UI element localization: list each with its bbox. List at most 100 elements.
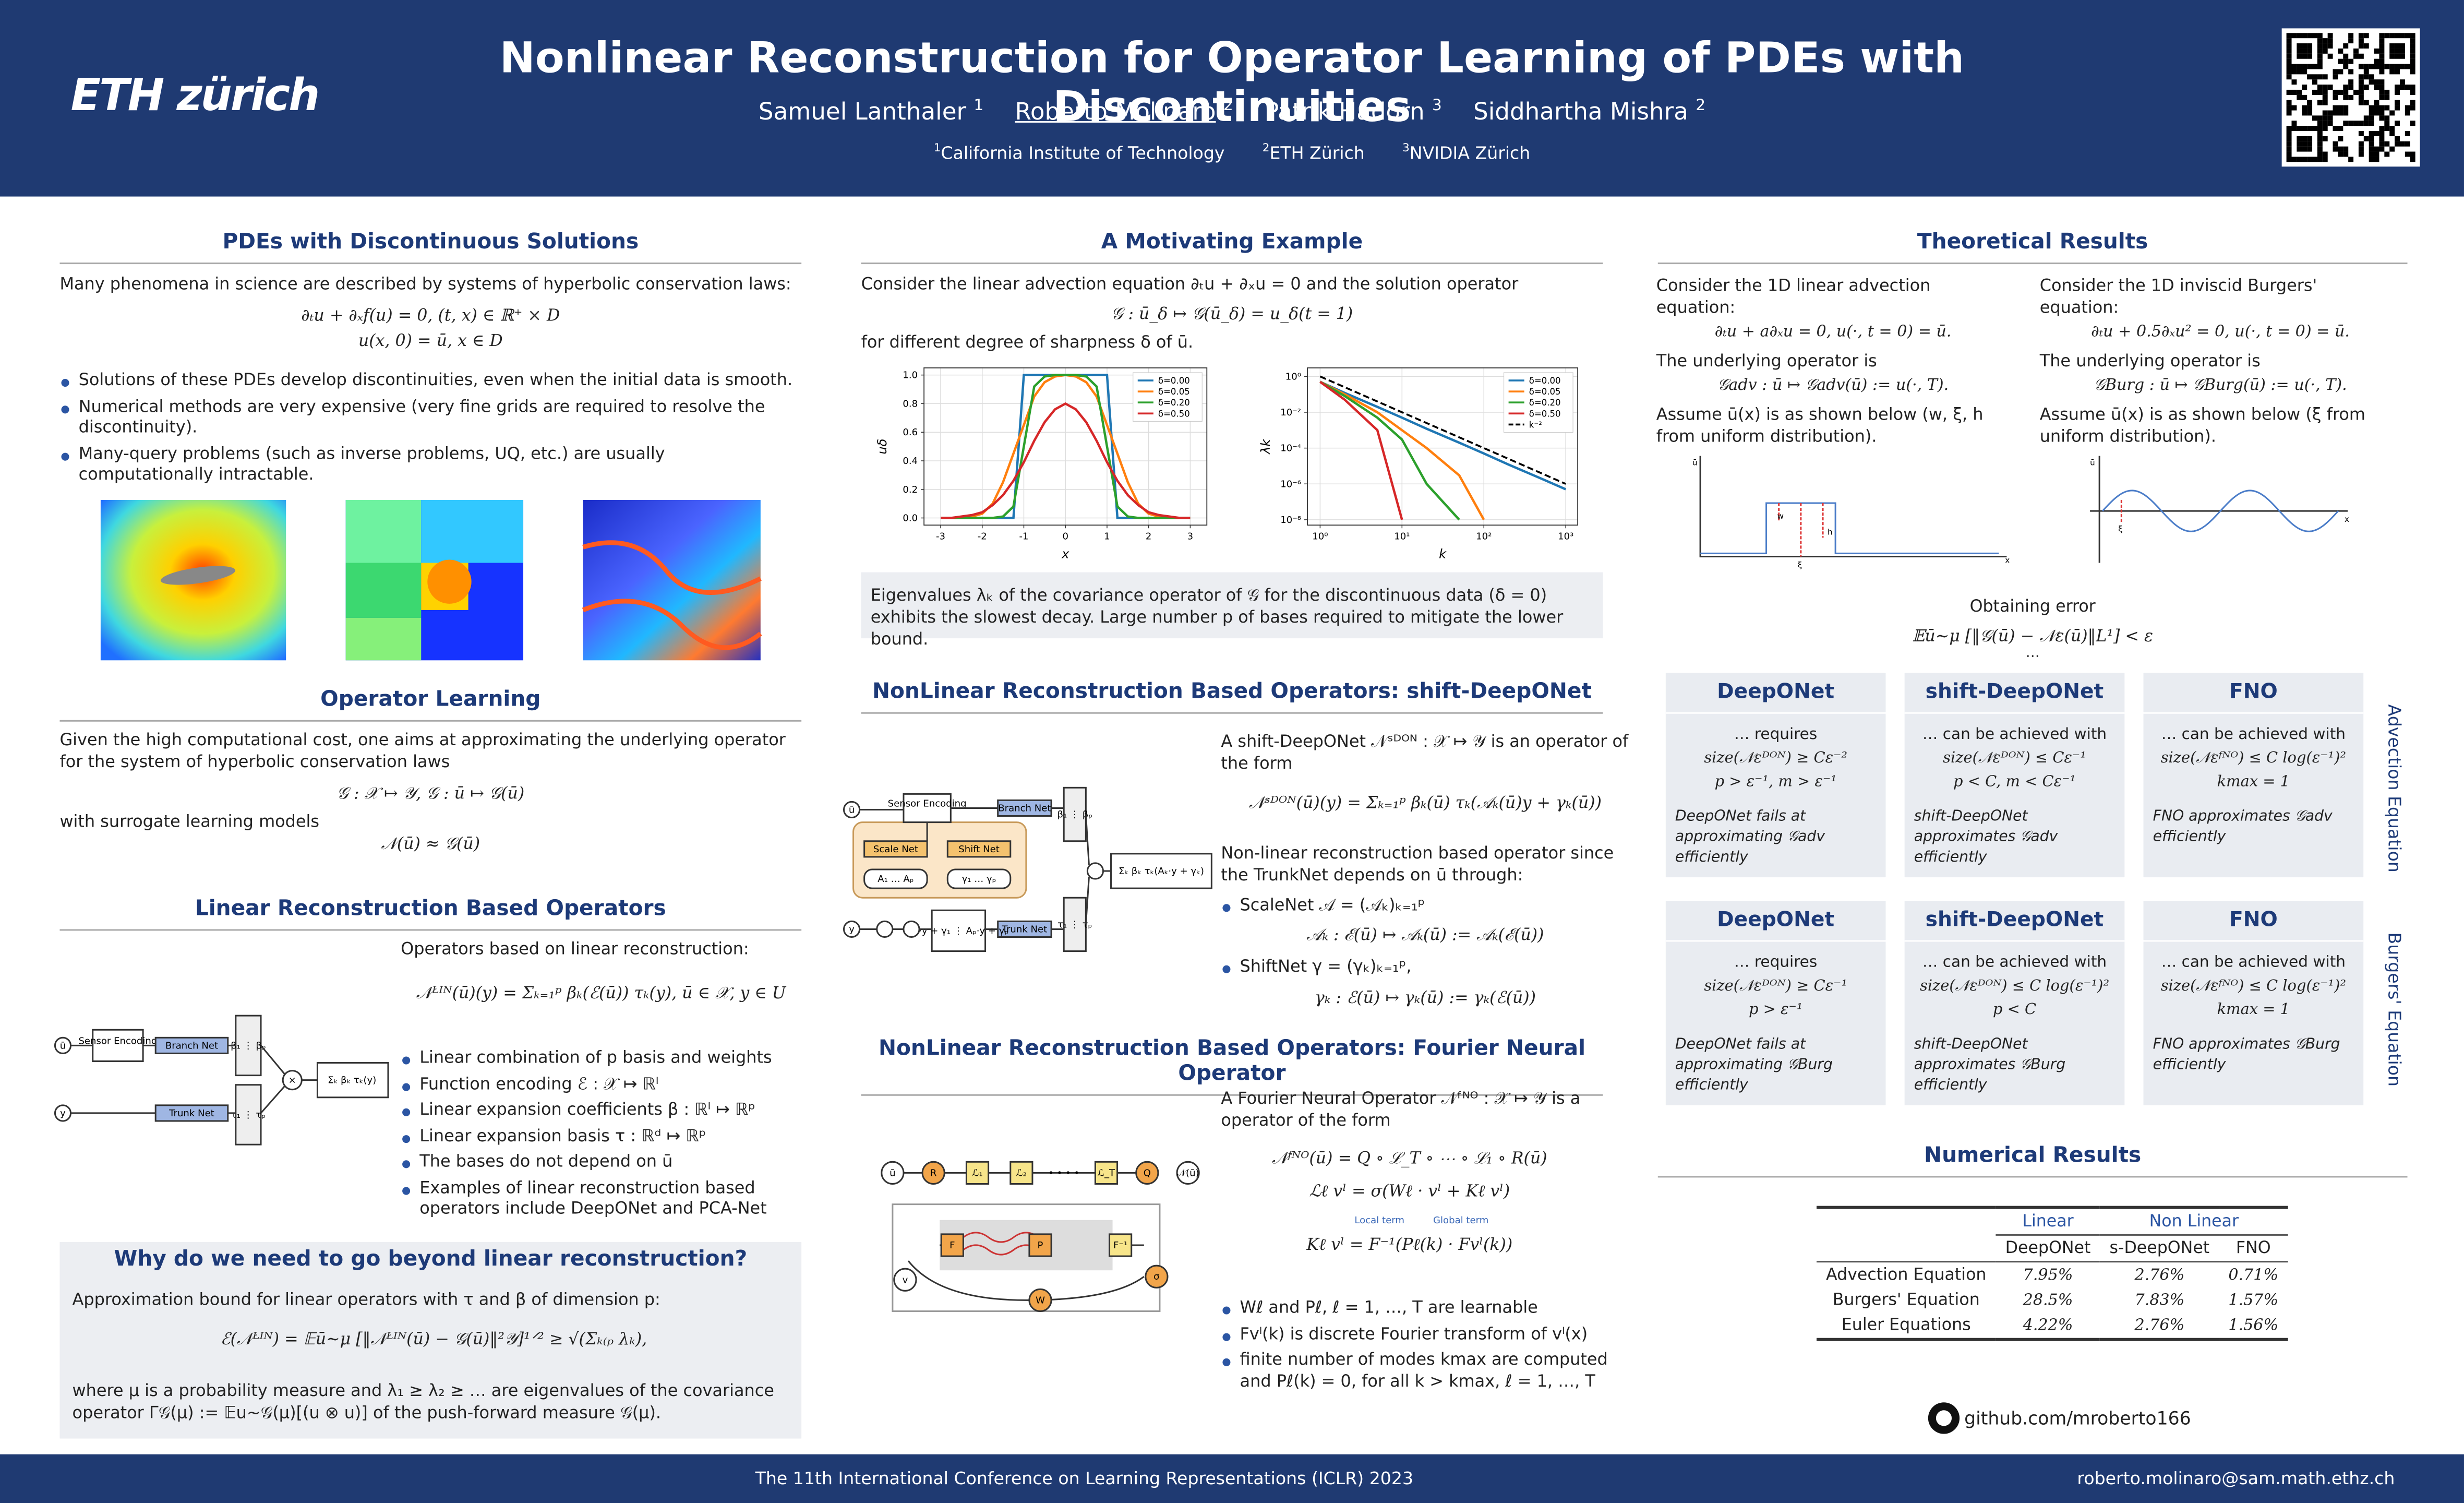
caption-box xyxy=(861,572,1603,639)
qr-module xyxy=(2384,126,2390,132)
qr-module xyxy=(2384,64,2390,69)
qr-module xyxy=(2322,94,2328,100)
qr-module xyxy=(2379,38,2385,44)
affiliation: 3NVIDIA Zürich xyxy=(1402,140,1531,163)
text: Consider the linear advection equation ∂… xyxy=(861,275,1519,294)
qr-module xyxy=(2297,69,2302,75)
box-title: DeepONet xyxy=(1665,681,1886,714)
qr-module xyxy=(2379,89,2385,95)
qr-module xyxy=(2379,131,2385,136)
qr-module xyxy=(2286,141,2292,147)
qr-module xyxy=(2379,64,2385,69)
bullet: Linear expansion coefficients β : ℝˡ ↦ ℝ… xyxy=(401,1101,801,1122)
affiliation-name: NVIDIA Zürich xyxy=(1409,142,1531,163)
diagram-label: Shift Net xyxy=(958,844,1000,855)
qr-module xyxy=(2405,151,2410,157)
qr-module xyxy=(2353,121,2359,126)
qr-module xyxy=(2353,89,2359,95)
box-line: size(𝒩εᴰᴼᴺ) ≥ Cε⁻¹ xyxy=(1704,977,1847,995)
path-shape xyxy=(1778,503,1824,557)
qr-module xyxy=(2302,43,2307,49)
equation: ∂ₜu + a∂ₓu = 0, u(·, t = 0) = ū. xyxy=(1714,324,1952,341)
path-shape xyxy=(1700,502,1999,554)
table-row: DeepONet s-DeepONet FNO xyxy=(1816,1235,2288,1263)
diagram-label: v xyxy=(903,1274,908,1285)
qr-module xyxy=(2322,126,2328,132)
figure-label: ξ xyxy=(1798,560,1802,569)
figure-label: h xyxy=(1828,527,1833,536)
qr-module xyxy=(2374,131,2379,136)
qr-module xyxy=(2286,53,2292,59)
qr-module xyxy=(2363,64,2369,69)
text: A Fourier Neural Operator 𝒩ᶠᴺᴼ : 𝒳 ↦ 𝒴 i… xyxy=(1221,1089,1581,1131)
qr-module xyxy=(2317,64,2323,69)
qr-module xyxy=(2379,115,2385,121)
diagram-label: P xyxy=(1038,1240,1043,1251)
qr-module xyxy=(2302,136,2307,141)
equation: 𝒩ˢᴰᴼᴺ(ū)(y) = Σₖ₌₁ᵖ βₖ(ū) τₖ(𝒜ₖ(ū)y + γₖ… xyxy=(1249,794,1602,813)
qr-module xyxy=(2343,121,2349,126)
qr-module xyxy=(2363,74,2369,80)
qr-module xyxy=(2322,151,2328,157)
qr-module xyxy=(2379,48,2385,54)
qr-module xyxy=(2410,48,2415,54)
qr-module xyxy=(2302,48,2307,54)
qr-module xyxy=(2327,110,2333,116)
qr-module xyxy=(2286,38,2292,44)
box-note: DeepONet fails at approximating 𝒢adv eff… xyxy=(1675,808,1825,866)
qr-module xyxy=(2312,126,2317,132)
bullet: Solutions of these PDEs develop disconti… xyxy=(59,371,801,392)
row-header: Burgers' Equation xyxy=(1832,1291,1980,1310)
qr-module xyxy=(2395,100,2400,105)
table-value: 28.5% xyxy=(2023,1291,2073,1309)
bullet-list: Solutions of these PDEs develop disconti… xyxy=(59,371,801,491)
rect-shape xyxy=(1063,786,1087,842)
qr-module xyxy=(2317,157,2323,162)
qr-module xyxy=(2302,105,2307,111)
box-line: … can be achieved with xyxy=(2161,954,2346,972)
table-row: Linear Non Linear xyxy=(1817,1207,2288,1236)
qr-module xyxy=(2363,85,2369,90)
qr-module xyxy=(2384,115,2390,121)
qr-module xyxy=(2302,126,2307,132)
legend-label: δ=0.00 xyxy=(1158,376,1190,386)
diagram-node xyxy=(965,1161,990,1185)
qr-module xyxy=(2379,79,2385,85)
qr-module xyxy=(2297,141,2302,147)
affiliation-name: ETH Zürich xyxy=(1269,142,1365,163)
diagram-label: Sensor Encoding xyxy=(78,1035,157,1046)
qr-module xyxy=(2307,33,2313,39)
rect-shape xyxy=(345,500,422,563)
qr-module xyxy=(2389,33,2395,39)
legend-label: δ=0.05 xyxy=(1529,387,1561,397)
github-link[interactable]: github.com/mroberto166 xyxy=(1964,1407,2191,1429)
qr-module xyxy=(2333,74,2338,80)
qr-module xyxy=(2322,43,2328,49)
group-header: Non Linear xyxy=(2100,1207,2288,1236)
logo: ETH zürich xyxy=(70,69,320,121)
diagram-label: Σₖ βₖ τₖ(y) xyxy=(328,1075,376,1086)
qr-module xyxy=(2405,64,2410,69)
diagram-label: τ₁ ⋮ τₚ xyxy=(1057,919,1092,930)
qr-module xyxy=(2317,53,2323,59)
equation: 𝒢adv : ū ↦ 𝒢adv(ū) := u(·, T). xyxy=(1717,377,1949,395)
qr-module xyxy=(2348,79,2354,85)
qr-code xyxy=(2281,28,2420,167)
qr-module xyxy=(2379,141,2385,147)
rect-shape xyxy=(235,1084,262,1146)
qr-module xyxy=(2389,43,2395,49)
section-heading: Theoretical Results xyxy=(1657,230,2408,265)
path-shape xyxy=(2090,456,2348,563)
qr-module xyxy=(2358,131,2364,136)
qr-module xyxy=(2333,89,2338,95)
qr-module xyxy=(2395,121,2400,126)
qr-module xyxy=(2379,33,2385,39)
table-value: 1.57% xyxy=(2228,1291,2279,1309)
qr-module xyxy=(2286,58,2292,64)
qr-module xyxy=(2410,58,2415,64)
qr-module xyxy=(2379,53,2385,59)
rect-shape xyxy=(946,868,1012,889)
text: Obtaining error xyxy=(1969,597,2096,616)
qr-module xyxy=(2327,121,2333,126)
qr-module xyxy=(2389,48,2395,54)
